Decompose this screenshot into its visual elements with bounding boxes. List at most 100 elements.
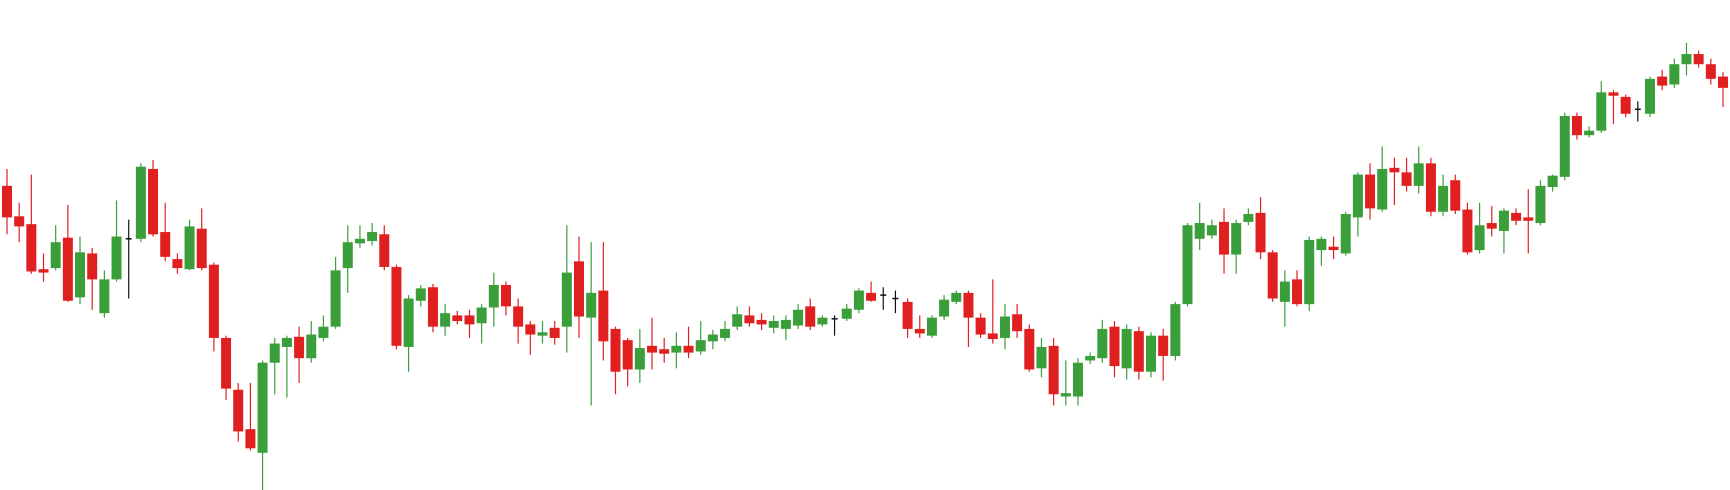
candle-body — [720, 328, 731, 338]
candle-body — [1681, 54, 1692, 65]
candle-body — [99, 279, 110, 314]
candle-body — [1133, 331, 1144, 372]
candle-body — [1377, 168, 1388, 210]
candle-body — [866, 292, 877, 301]
candle-body — [805, 306, 816, 327]
candle-body — [476, 307, 487, 324]
candle-body — [513, 306, 524, 327]
candle-body — [1608, 92, 1619, 96]
candle-body — [488, 284, 499, 308]
candle-body — [1718, 76, 1728, 88]
candle-body — [1109, 326, 1120, 367]
candle-body — [768, 321, 779, 328]
candle-body — [1450, 180, 1461, 211]
candle-body — [1219, 221, 1230, 255]
candle-body — [1620, 96, 1631, 114]
candle-body — [975, 317, 986, 335]
candle-body — [440, 313, 451, 327]
candle-body — [1182, 225, 1193, 305]
candle-body — [391, 266, 402, 346]
candle-body — [1438, 185, 1449, 212]
candle-body — [622, 340, 633, 370]
candle-body — [1158, 335, 1169, 356]
candle-body — [1012, 314, 1023, 332]
candle-body — [500, 284, 511, 307]
candle-body — [111, 236, 122, 280]
candle-body — [537, 332, 548, 336]
candle-body — [744, 315, 755, 324]
candle-body — [50, 242, 61, 269]
candle-body — [38, 269, 49, 273]
candle-body — [1657, 76, 1668, 86]
candle-body — [233, 389, 244, 432]
candle-body — [1462, 209, 1473, 253]
candle-body — [1693, 54, 1704, 65]
candle-body — [269, 343, 280, 363]
candle-body — [756, 319, 767, 325]
candle-body — [951, 292, 962, 302]
candle-body — [1535, 185, 1546, 224]
candle-body — [367, 232, 378, 242]
candle-body — [464, 315, 475, 325]
candle-body — [549, 327, 560, 338]
candle-body — [1292, 279, 1303, 305]
candle-body — [841, 308, 852, 319]
candle-body — [1170, 304, 1181, 356]
candle-body — [245, 429, 256, 449]
candle-body — [1121, 328, 1132, 369]
candle-body — [1644, 78, 1655, 114]
candle-body — [1097, 328, 1108, 359]
candle-body — [1559, 116, 1570, 177]
candle-body — [294, 336, 305, 359]
candle-body — [1316, 238, 1327, 251]
candle-body — [257, 362, 268, 453]
candle-body — [914, 328, 925, 334]
candle-body — [62, 237, 73, 301]
candle-body — [586, 292, 597, 318]
candle-body — [695, 340, 706, 352]
candle-body — [780, 319, 791, 329]
candle-body — [1048, 345, 1059, 395]
candle-body — [1596, 92, 1607, 131]
candle-body — [525, 324, 536, 335]
candle-body — [1547, 175, 1558, 187]
candle-body — [1511, 212, 1522, 221]
candle-body — [196, 228, 207, 269]
candle-body — [707, 334, 718, 342]
candle-body — [647, 345, 658, 353]
candle-body — [452, 315, 463, 322]
candle-body — [1072, 362, 1083, 397]
candle-body — [318, 326, 329, 338]
candle-body — [342, 242, 353, 269]
candle-body — [403, 298, 414, 347]
candle-body — [135, 166, 146, 239]
candle-body — [793, 309, 804, 326]
candle-body — [671, 345, 682, 353]
candle-body — [1523, 217, 1534, 221]
candle-body — [1352, 174, 1363, 218]
candle-body — [817, 317, 828, 325]
candle-body — [963, 292, 974, 318]
candle-body — [1267, 252, 1278, 299]
candle-body — [1389, 167, 1400, 173]
candle-body — [14, 216, 25, 227]
candle-body — [1474, 225, 1485, 251]
candle-body — [87, 253, 98, 280]
candle-body — [987, 333, 998, 340]
candle-body — [1669, 64, 1680, 85]
candle-body — [1206, 225, 1217, 236]
candle-body — [427, 287, 438, 327]
candle-body — [306, 334, 317, 359]
candle-body — [1705, 64, 1716, 79]
candle-body — [1146, 335, 1156, 372]
candle-body — [1401, 172, 1412, 186]
candle-body — [1085, 355, 1096, 361]
candle-body — [208, 264, 219, 338]
candle-body — [1243, 214, 1254, 222]
candle-body — [1231, 223, 1242, 255]
candle-body — [1425, 163, 1436, 212]
candle-body — [1584, 130, 1595, 136]
candle-body — [354, 238, 365, 244]
